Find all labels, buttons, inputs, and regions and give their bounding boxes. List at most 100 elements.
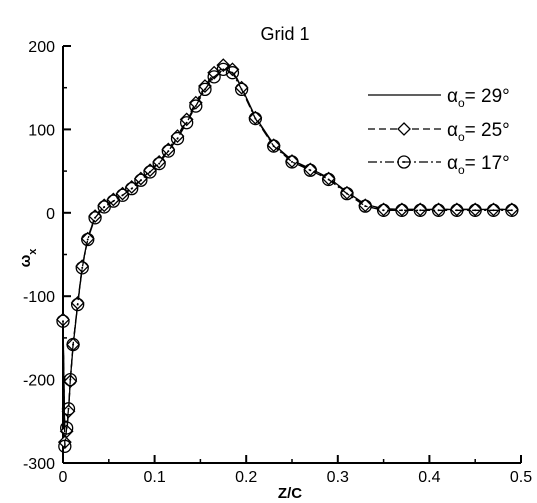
series-layer (56, 58, 519, 453)
y-tick-label: -200 (23, 373, 55, 390)
y-tick-label: 0 (46, 206, 55, 223)
circle-marker-dot-2-26 (254, 117, 257, 120)
circle-marker-2-35 (413, 203, 427, 217)
circle-marker-2-39 (486, 203, 501, 217)
circle-marker-dot-2-19 (185, 121, 188, 124)
y-axis-label-sub: x (27, 248, 39, 255)
circle-marker-2-34 (395, 203, 409, 217)
circle-marker-dot-2-13 (130, 187, 133, 190)
circle-marker-dot-2-30 (327, 178, 330, 181)
circle-marker-2-33 (376, 203, 391, 217)
series-line-2 (62, 68, 512, 447)
circle-marker-dot-2-3 (67, 407, 70, 410)
circle-marker-2-23 (216, 62, 230, 77)
tick-group: 0 0.1 0.2 0.3 0.4 0.5 -300 -200 -100 0 100 200 (23, 39, 532, 486)
circle-marker-2-37 (450, 203, 464, 217)
circle-marker-dot-2-28 (291, 160, 293, 163)
circle-marker-dot-2-27 (272, 145, 275, 148)
circle-marker-dot-2-39 (492, 209, 495, 212)
circle-marker-dot-2-20 (194, 105, 197, 108)
circle-marker-2-18 (170, 131, 185, 146)
y-axis-label: ωx (17, 248, 39, 268)
diamond-marker-1-23 (216, 58, 231, 73)
circle-marker-2-28 (285, 155, 299, 169)
circle-marker-dot-2-17 (167, 150, 170, 153)
circle-marker-dot-2-33 (382, 209, 385, 212)
circle-marker-2-29 (303, 163, 317, 177)
circle-marker-2-21 (198, 82, 212, 97)
legend-label-2: αo= 17° (447, 153, 510, 177)
y-tick-label: -300 (23, 456, 55, 473)
circle-marker-2-40 (505, 203, 519, 217)
circle-marker-2-15 (143, 165, 157, 179)
circle-marker-2-16 (152, 156, 166, 171)
series-line-0 (62, 66, 512, 439)
circle-marker-2-30 (321, 172, 336, 187)
circle-marker-dot-2-34 (400, 209, 403, 212)
circle-marker-dot-2-12 (121, 194, 124, 197)
circle-marker-2-20 (189, 99, 203, 113)
circle-marker-2-25 (234, 82, 249, 97)
y-tick-label: 200 (28, 39, 55, 56)
x-tick-label: 0.4 (418, 469, 440, 486)
circle-marker-2-0 (56, 314, 70, 328)
circle-marker-dot-2-14 (139, 179, 142, 182)
circle-marker-dot-2-32 (364, 205, 367, 208)
circle-marker-dot-2-40 (510, 209, 513, 212)
circle-marker-dot-2-31 (345, 192, 348, 195)
circle-marker-2-22 (207, 70, 221, 84)
circle-marker-2-38 (468, 203, 482, 217)
circle-marker-2-9 (88, 211, 102, 225)
circle-marker-2-4 (63, 372, 77, 387)
circle-marker-2-7 (75, 261, 89, 275)
circle-marker-dot-2-7 (81, 266, 84, 269)
circle-marker-dot-2-37 (455, 209, 458, 212)
series-line-1 (62, 64, 512, 443)
circle-marker-dot-2-21 (203, 88, 206, 91)
x-tick-label: 0.1 (143, 469, 165, 486)
circle-marker-2-3 (61, 402, 76, 416)
legend-label-0: αo= 29° (447, 86, 510, 110)
circle-marker-2-6 (71, 297, 85, 312)
circle-marker-dot-2-1 (63, 445, 66, 448)
circle-marker-2-24 (225, 66, 240, 80)
y-tick-label: 100 (28, 122, 55, 139)
circle-marker-dot-2-35 (419, 209, 422, 212)
circle-marker-2-2 (60, 421, 74, 435)
circle-marker-dot-2-36 (437, 209, 440, 212)
chart-title: Grid 1 (260, 24, 309, 44)
circle-marker-2-32 (358, 199, 372, 213)
circle-marker-dot-2-18 (176, 137, 179, 140)
circle-marker-dot-legend-2 (403, 161, 405, 163)
circle-marker-2-27 (267, 139, 281, 153)
legend: αo= 29° αo= 25° αo= 17° (368, 86, 510, 177)
circle-marker-dot-2-23 (222, 68, 225, 71)
circle-marker-2-17 (161, 144, 175, 158)
circle-marker-dot-2-10 (103, 205, 106, 208)
x-axis-label: Z/C (278, 485, 302, 502)
circle-marker-dot-2-2 (65, 426, 68, 429)
circle-marker-dot-2-24 (231, 71, 234, 74)
circle-marker-dot-2-11 (112, 200, 115, 203)
circle-marker-dot-2-25 (240, 88, 243, 91)
series-0 (62, 66, 512, 439)
series-1 (56, 58, 519, 450)
circle-marker-2-26 (248, 111, 263, 126)
series-2 (56, 62, 519, 453)
circle-marker-dot-2-16 (158, 162, 161, 165)
circle-marker-2-19 (180, 116, 194, 130)
circle-marker-dot-2-0 (62, 320, 64, 323)
circle-marker-dot-2-29 (309, 169, 312, 172)
circle-marker-dot-2-4 (69, 378, 72, 381)
x-tick-label: 0.3 (327, 469, 349, 486)
circle-marker-dot-2-9 (94, 216, 97, 219)
circle-marker-2-31 (340, 186, 354, 201)
circle-marker-2-13 (125, 181, 139, 196)
circle-marker-dot-2-38 (474, 209, 477, 212)
x-tick-label: 0 (59, 469, 68, 486)
circle-marker-dot-2-6 (76, 303, 79, 306)
circle-marker-dot-2-15 (149, 170, 152, 173)
legend-label-1: αo= 25° (447, 120, 510, 144)
circle-marker-2-12 (115, 188, 130, 202)
